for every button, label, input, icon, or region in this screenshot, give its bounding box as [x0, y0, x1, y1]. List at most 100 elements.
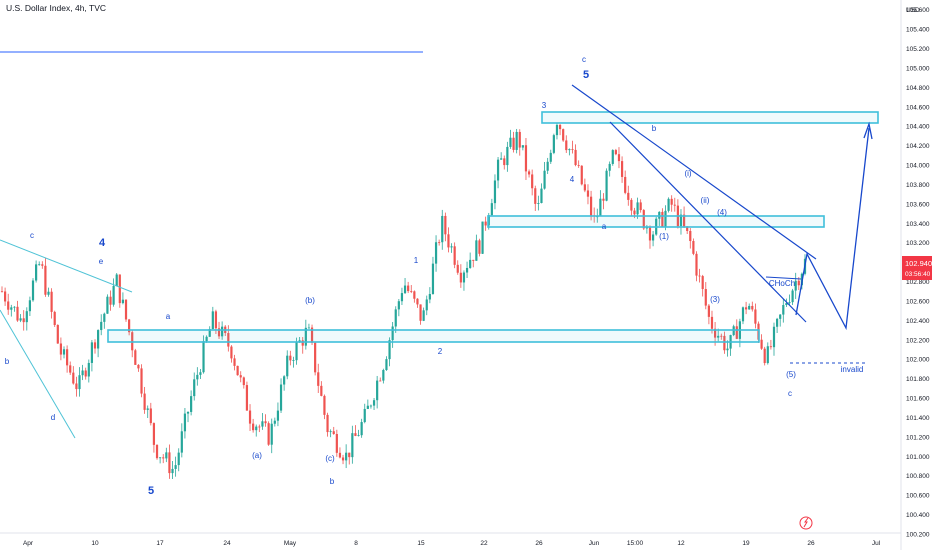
candle-body [214, 311, 218, 329]
candle-body [410, 291, 413, 292]
candle-body [78, 375, 81, 390]
candle-body [100, 321, 103, 331]
candle-body [183, 413, 187, 432]
candle-body [41, 264, 44, 266]
candle-body [283, 376, 286, 385]
candle-body [81, 370, 84, 376]
candle-body [394, 309, 397, 327]
candle-body [611, 150, 614, 164]
candle-body [527, 171, 531, 175]
wave-label: 5 [148, 485, 154, 497]
candle-body [66, 349, 69, 366]
candle-body [10, 307, 13, 310]
candle-body [25, 311, 28, 323]
candle-body [174, 465, 177, 469]
candle-body [242, 377, 245, 386]
x-tick-label: 17 [156, 540, 164, 547]
candle-body [500, 158, 503, 160]
candle-body [763, 348, 766, 364]
candle-body [332, 431, 335, 434]
y-tick-label: 100.200 [906, 532, 930, 539]
candle-body [22, 318, 25, 323]
candle-body [425, 299, 428, 311]
replay-icon[interactable] [799, 516, 813, 530]
candle-body [391, 326, 394, 341]
candle-body [713, 328, 717, 338]
candle-body [87, 362, 90, 377]
currency-label: USD [906, 7, 920, 14]
candle-body [558, 124, 562, 130]
candle-body [301, 340, 304, 346]
candle-body [769, 346, 772, 348]
y-tick-label: 102.600 [906, 298, 930, 305]
wave-label: (4) [717, 208, 727, 217]
x-tick-label: 15 [417, 540, 425, 547]
candle-body [540, 188, 543, 204]
candle-body [16, 306, 19, 321]
candle-body [248, 410, 252, 424]
wave-label: (3) [710, 295, 720, 304]
candle-body [165, 452, 168, 459]
candle-body [314, 342, 317, 373]
candle-body [478, 240, 481, 254]
candle-body [56, 325, 59, 344]
x-tick-label: Apr [23, 540, 34, 547]
candle-body [159, 457, 162, 459]
candle-body [565, 140, 568, 151]
candle-body [794, 280, 797, 291]
candle-body [53, 311, 56, 326]
candle-body [735, 326, 738, 339]
candle-body [726, 348, 729, 351]
candle-body [304, 327, 307, 346]
x-tick-label: Jul [872, 540, 881, 547]
candle-body [636, 202, 639, 215]
candle-body [186, 411, 190, 414]
x-tick-label: 10 [91, 540, 99, 547]
candle-body [627, 192, 630, 200]
candle-body [162, 457, 165, 459]
candle-body [419, 304, 422, 321]
last-price-tag [902, 256, 932, 280]
candle-body [617, 154, 621, 162]
candle-body [261, 421, 264, 427]
candle-body [233, 358, 236, 366]
y-tick-label: 101.000 [906, 454, 930, 461]
candle-body [679, 214, 683, 227]
candle-body [434, 242, 438, 264]
candle-body [360, 422, 363, 436]
candle-body [124, 299, 128, 320]
candle-body [202, 341, 205, 373]
wave-label: 3 [542, 101, 547, 110]
candle-body [180, 431, 183, 453]
candle-body [363, 408, 366, 423]
y-tick-label: 101.800 [906, 376, 930, 383]
candle-body [574, 149, 577, 166]
candle-body [484, 221, 487, 226]
candle-body [754, 309, 757, 324]
candle-body [664, 210, 667, 227]
wave-label: 4 [570, 175, 575, 184]
candle-body [512, 137, 515, 150]
y-tick-label: 104.400 [906, 124, 930, 131]
y-tick-label: 105.200 [906, 46, 930, 53]
candle-body [264, 421, 267, 424]
projection-path [795, 127, 870, 331]
candle-body [199, 372, 202, 375]
candle-body [744, 307, 748, 310]
candle-body [720, 335, 723, 337]
candle-body [571, 149, 574, 150]
countdown-label: 03:56:40 [905, 271, 931, 278]
candle-body [310, 327, 314, 343]
candle-body [19, 318, 22, 321]
candle-body [171, 468, 174, 474]
candle-body [97, 330, 100, 349]
candle-body [112, 286, 115, 305]
candle-body [205, 336, 208, 342]
candle-body [428, 293, 431, 300]
candle-body [109, 296, 112, 305]
candle-body [190, 396, 193, 412]
candle-body [307, 327, 311, 329]
y-tick-label: 100.600 [906, 493, 930, 500]
candle-body [155, 444, 159, 459]
